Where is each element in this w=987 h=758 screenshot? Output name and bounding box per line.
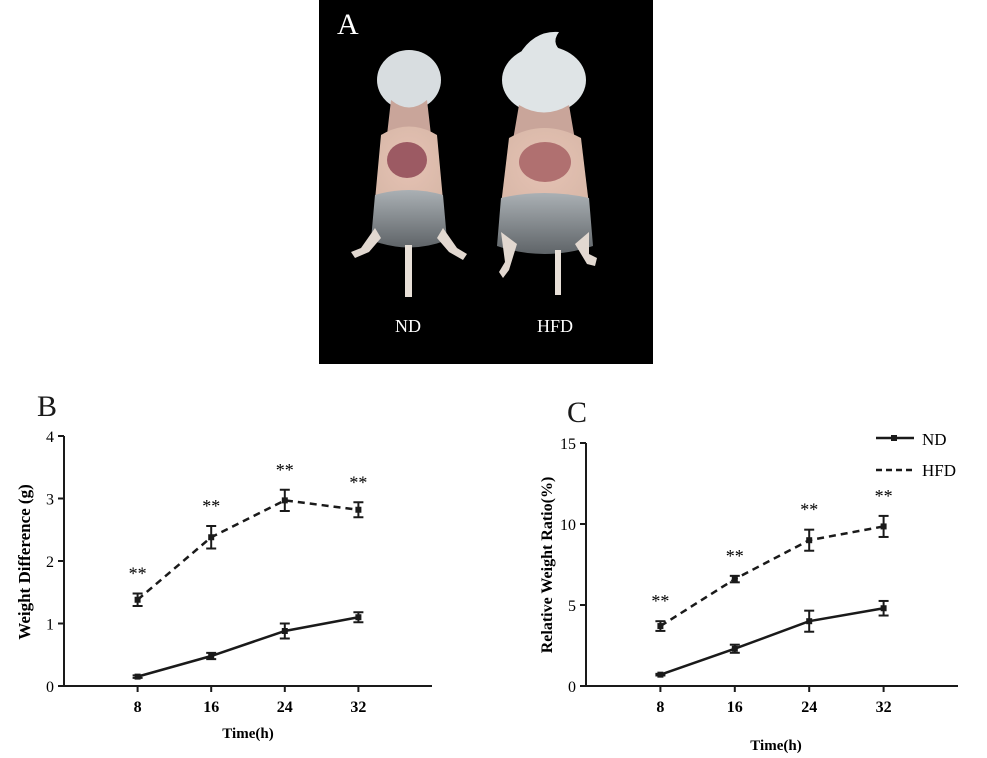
data-point: [134, 596, 141, 603]
nd-mouse-figure: [351, 50, 467, 297]
significance-label: **: [349, 472, 367, 492]
photo-panel: A ND HFD: [319, 0, 653, 364]
x-tick-label: 24: [277, 699, 293, 716]
hfd-photo-label: HFD: [537, 316, 574, 336]
data-point: [134, 673, 141, 680]
y-tick-label: 1: [46, 617, 54, 634]
data-point: [208, 653, 215, 659]
chart-b-ylabel: Weight Difference (g): [15, 484, 34, 639]
panel-b-letter: B: [37, 390, 58, 423]
panel-a-letter: A: [337, 8, 359, 41]
x-tick-label: 16: [203, 699, 219, 716]
mice-photo: [351, 31, 597, 297]
chart-b-xlabel: Time(h): [222, 726, 273, 742]
series-line-0: [137, 616, 359, 678]
hfd-mouse-figure: [497, 31, 597, 295]
significance-label: **: [276, 460, 294, 480]
series-line-1: [136, 499, 359, 601]
y-tick-label: 3: [46, 492, 54, 509]
nd-photo-label: ND: [395, 316, 421, 336]
y-tick-label: 0: [46, 679, 54, 696]
x-tick-label: 32: [350, 699, 366, 716]
data-point: [208, 534, 215, 541]
x-tick-label: 8: [134, 699, 142, 716]
data-point: [281, 497, 288, 504]
panel-c-letter: C: [567, 396, 588, 429]
data-point: [355, 614, 362, 621]
data-point: [355, 506, 362, 513]
significance-label: **: [202, 496, 220, 516]
y-tick-label: 2: [46, 554, 54, 571]
data-point: [281, 628, 288, 634]
y-tick-label: 4: [46, 429, 54, 446]
significance-label: **: [129, 564, 147, 584]
